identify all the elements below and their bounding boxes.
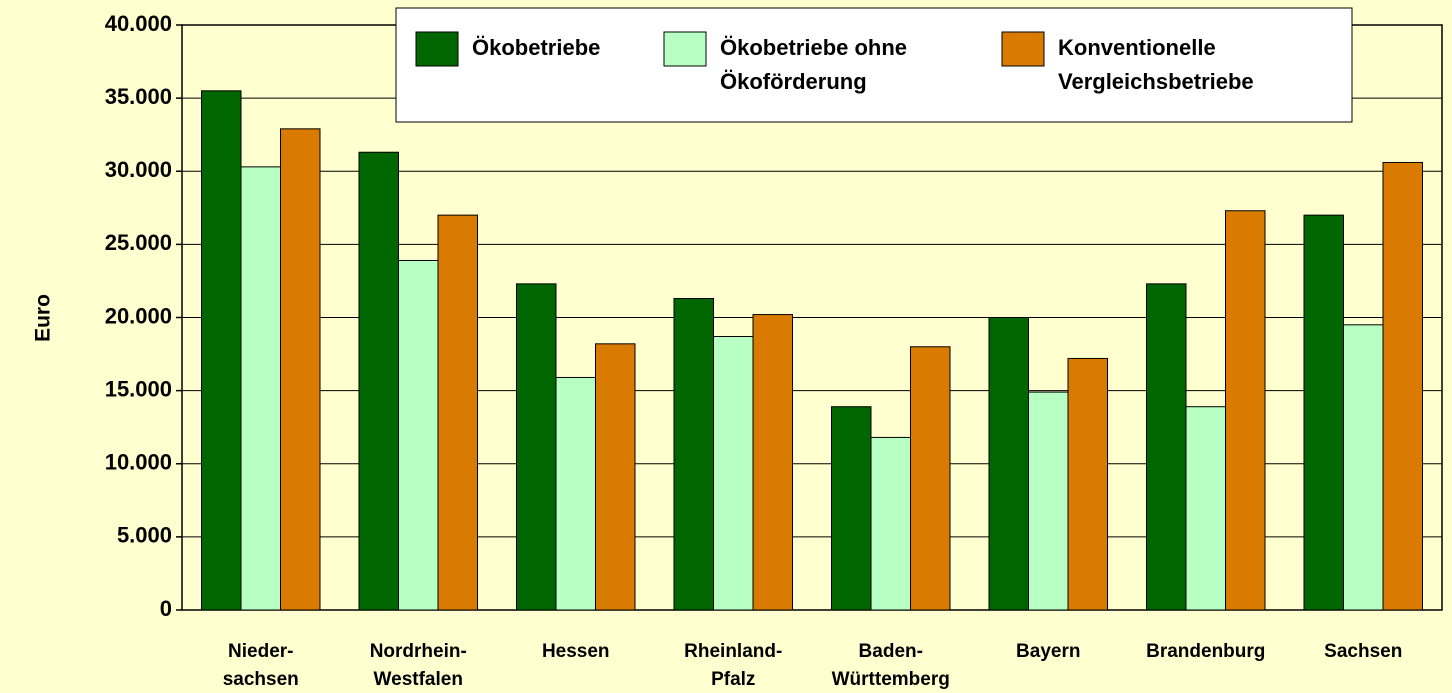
bar — [1382, 161, 1423, 611]
y-tick-label: 20.000 — [105, 303, 172, 328]
bar — [1146, 283, 1187, 611]
x-tick-label: Sachsen — [1324, 641, 1402, 662]
bar — [280, 128, 321, 611]
bar — [1225, 210, 1266, 611]
x-tick-label: Bayern — [1016, 641, 1080, 662]
bar — [1028, 391, 1069, 611]
x-tick-label: Nordrhein-Westfalen — [370, 641, 467, 690]
bar — [713, 336, 754, 611]
bar — [1303, 214, 1344, 611]
y-tick-label: 25.000 — [105, 230, 172, 255]
y-tick-label: 40.000 — [105, 11, 172, 36]
x-tick-label: Hessen — [542, 641, 610, 662]
y-tick-label: 5.000 — [117, 523, 172, 548]
x-tick-label: Baden-Württemberg — [832, 641, 950, 690]
bar — [1067, 357, 1108, 611]
legend-label: Konventionelle Vergleichsbetriebe — [1058, 35, 1254, 94]
legend-swatch — [1001, 31, 1045, 67]
bar — [437, 214, 478, 611]
bar — [831, 406, 872, 611]
bar — [1185, 406, 1226, 611]
bar — [673, 297, 714, 611]
y-tick-label: 35.000 — [105, 84, 172, 109]
bar — [555, 376, 596, 611]
legend-label: Ökobetriebe ohne Ökoförderung — [720, 35, 907, 94]
y-axis-label: Euro — [32, 294, 55, 342]
bar — [516, 283, 557, 611]
bar — [398, 259, 439, 611]
y-tick-label: 15.000 — [105, 376, 172, 401]
bar — [988, 317, 1029, 611]
legend-label: Ökobetriebe — [472, 35, 600, 60]
y-tick-label: 30.000 — [105, 157, 172, 182]
bar — [910, 346, 951, 611]
bar — [752, 314, 793, 611]
bar — [240, 166, 281, 611]
bar — [358, 151, 399, 611]
bar — [201, 90, 242, 611]
bar — [1343, 324, 1384, 611]
x-tick-label: Rheinland-Pfalz — [684, 641, 782, 690]
y-tick-label: 10.000 — [105, 450, 172, 475]
bar — [870, 436, 911, 611]
legend-swatch — [415, 31, 459, 67]
bar — [595, 343, 636, 611]
x-tick-label: Brandenburg — [1146, 641, 1265, 662]
y-tick-label: 0 — [160, 596, 172, 621]
legend-box — [395, 7, 1353, 123]
x-tick-label: Nieder-sachsen — [223, 641, 299, 690]
legend-swatch — [663, 31, 707, 67]
